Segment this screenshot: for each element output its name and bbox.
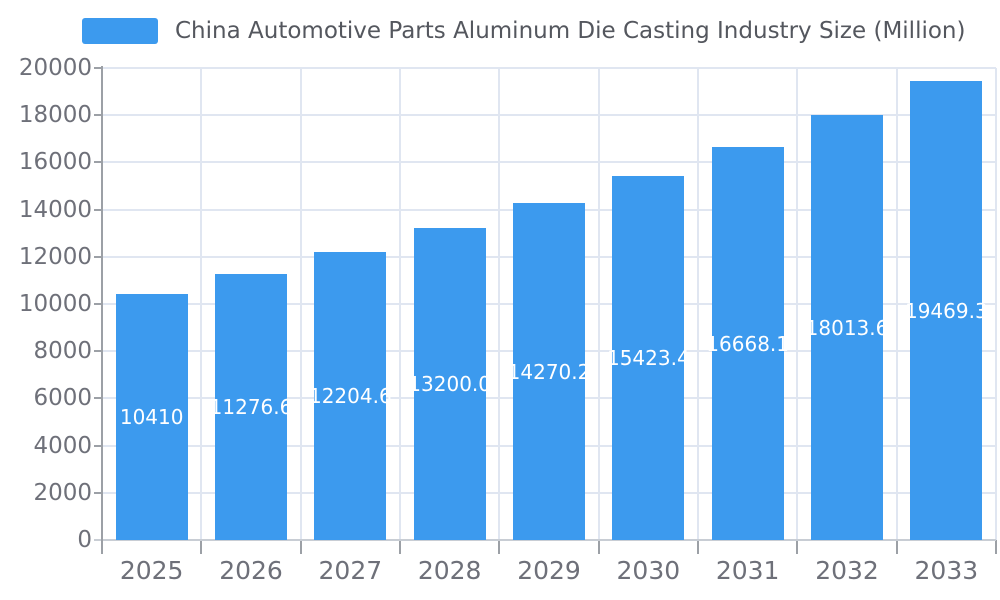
y-axis-line: [101, 66, 103, 554]
y-axis-tick: [94, 444, 102, 447]
bar-2032[interactable]: [811, 115, 883, 540]
y-axis-label: 20000: [18, 55, 92, 81]
y-axis-tick: [94, 67, 102, 69]
x-axis-tick: [895, 540, 898, 554]
x-axis-label: 2028: [417, 556, 482, 585]
bar-2026[interactable]: [215, 274, 287, 540]
x-axis-tick: [299, 540, 302, 554]
y-axis-tick: [94, 491, 102, 494]
x-axis-label: 2026: [219, 556, 283, 585]
x-axis-tick: [597, 540, 600, 554]
x-axis-label: 2027: [318, 556, 383, 585]
y-axis-label: 18000: [18, 102, 92, 129]
y-axis-label: 12000: [18, 243, 92, 270]
v-gridline: [597, 68, 600, 540]
y-axis-label: 6000: [33, 385, 92, 412]
y-axis-label: 16000: [18, 149, 92, 176]
y-axis-tick: [94, 208, 102, 211]
x-axis-tick: [697, 540, 699, 554]
y-axis-label: 8000: [33, 338, 92, 365]
v-gridline: [697, 68, 699, 540]
bar-2027[interactable]: [314, 252, 387, 540]
x-axis-tick: [498, 540, 501, 554]
y-axis-tick: [94, 114, 102, 117]
v-gridline: [796, 68, 799, 540]
x-axis-label: 2032: [815, 556, 879, 585]
h-gridline: [102, 114, 996, 117]
y-axis-label: 2000: [33, 479, 92, 506]
y-axis-tick: [94, 303, 102, 305]
x-axis-label: 2030: [616, 556, 681, 585]
x-axis-tick: [399, 540, 401, 554]
y-axis-tick: [94, 350, 102, 353]
legend-item[interactable]: China Automotive Parts Aluminum Die Cast…: [82, 18, 965, 44]
x-axis-tick: [200, 540, 203, 554]
bar-2028[interactable]: [413, 228, 486, 540]
y-axis-tick: [94, 255, 102, 258]
x-axis-tick: [796, 540, 799, 554]
x-axis-label: 2029: [517, 556, 581, 585]
bar-2030[interactable]: [612, 176, 685, 540]
y-axis-tick: [94, 397, 102, 400]
v-gridline: [995, 68, 997, 540]
x-axis-label: 2031: [715, 556, 780, 585]
bar-2031[interactable]: [711, 147, 784, 540]
y-axis-label: 14000: [18, 196, 92, 223]
x-axis-tick: [995, 540, 997, 554]
h-gridline: [102, 161, 996, 164]
h-gridline: [102, 67, 996, 69]
bar-2033[interactable]: [910, 81, 983, 540]
v-gridline: [498, 68, 501, 540]
v-gridline: [299, 68, 302, 540]
y-axis-label: 10000: [18, 291, 92, 317]
v-gridline: [399, 68, 401, 540]
v-gridline: [895, 68, 898, 540]
x-axis-line: [94, 539, 996, 541]
bar-2025[interactable]: [115, 294, 188, 540]
x-axis-label: 2025: [119, 556, 184, 585]
bar-2029[interactable]: [513, 203, 585, 540]
chart-title: China Automotive Parts Aluminum Die Cast…: [175, 18, 966, 44]
v-gridline: [200, 68, 203, 540]
x-axis-label: 2033: [914, 556, 979, 585]
legend-swatch: [82, 18, 158, 44]
y-axis-tick: [94, 161, 102, 164]
y-axis-label: 4000: [33, 432, 92, 459]
y-axis-label: 0: [77, 527, 92, 553]
